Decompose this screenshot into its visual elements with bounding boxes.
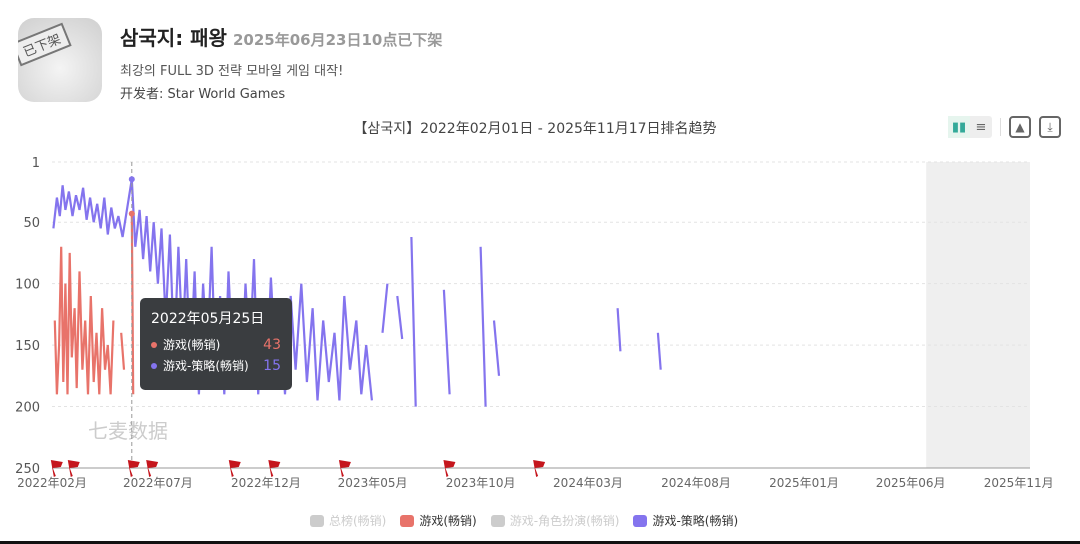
- image-download-icon[interactable]: ▲: [1009, 116, 1031, 138]
- app-icon: 已下架: [18, 18, 102, 102]
- data-point: [128, 210, 135, 217]
- y-tick-label: 50: [23, 216, 40, 231]
- event-flag-icon: [146, 460, 159, 477]
- event-flag-icon: [50, 460, 63, 477]
- event-flag-icon: [67, 460, 80, 477]
- x-tick-label: 2025年06月: [876, 476, 946, 490]
- x-tick-label: 2024年03月: [553, 476, 623, 490]
- x-tick-label: 2025年11月: [984, 476, 1054, 490]
- download-icon[interactable]: ⤓: [1039, 116, 1061, 138]
- list-icon[interactable]: ≡: [975, 119, 987, 135]
- tooltip: 2022年05月25日 游戏(畅销) 43 游戏-策略(畅销) 15: [140, 298, 292, 390]
- event-flag-icon: [228, 460, 241, 477]
- event-flag-icon: [533, 460, 546, 477]
- x-tick-label: 2023年05月: [338, 476, 408, 490]
- event-flag-icon: [338, 460, 351, 477]
- event-flag-icon: [443, 460, 456, 477]
- app-description: 최강의 FULL 3D 전략 모바일 게임 대작!: [120, 64, 344, 79]
- tooltip-row: 游戏(畅销) 43: [151, 336, 281, 353]
- bar-chart-icon[interactable]: ▮▮: [948, 116, 970, 138]
- y-tick-label: 1: [32, 156, 40, 171]
- y-tick-label: 200: [15, 401, 40, 416]
- legend: 总榜(畅销) 游戏(畅销) 游戏-角色扮演(畅销) 游戏-策略(畅销): [310, 512, 738, 529]
- chart-toolbar: ▮▮ ≡ ▲ ⤓: [948, 116, 1061, 138]
- legend-item[interactable]: 游戏-角色扮演(畅销): [490, 512, 619, 529]
- chart-title: 【삼국지】2022年02月01日 - 2025年11月17日排名趋势: [353, 121, 717, 137]
- app-title: 삼국지: 패왕 2025年06月23日10点已下架: [120, 26, 443, 50]
- x-tick-label: 2025年01月: [769, 476, 839, 490]
- x-tick-label: 2024年08月: [661, 476, 731, 490]
- event-flag-icon: [268, 460, 281, 477]
- watermark: 七麦数据: [88, 419, 168, 443]
- y-tick-label: 150: [15, 339, 40, 354]
- delisted-status: 2025年06月23日10点已下架: [232, 31, 443, 49]
- y-tick-label: 100: [15, 278, 40, 293]
- x-tick-label: 2022年02月: [17, 476, 87, 490]
- data-point: [128, 176, 135, 183]
- delisted-shade: [926, 162, 1030, 468]
- developer: 开发者: Star World Games: [120, 87, 286, 102]
- x-tick-label: 2022年07月: [123, 476, 193, 490]
- legend-item[interactable]: 游戏(畅销): [400, 512, 477, 529]
- x-tick-label: 2022年12月: [231, 476, 301, 490]
- x-tick-label: 2023年10月: [446, 476, 516, 490]
- legend-item[interactable]: 游戏-策略(畅销): [633, 512, 738, 529]
- event-flag-icon: [127, 460, 140, 477]
- legend-item[interactable]: 总榜(畅销): [310, 512, 386, 529]
- tooltip-row: 游戏-策略(畅销) 15: [151, 357, 281, 374]
- y-tick-label: 250: [15, 462, 40, 477]
